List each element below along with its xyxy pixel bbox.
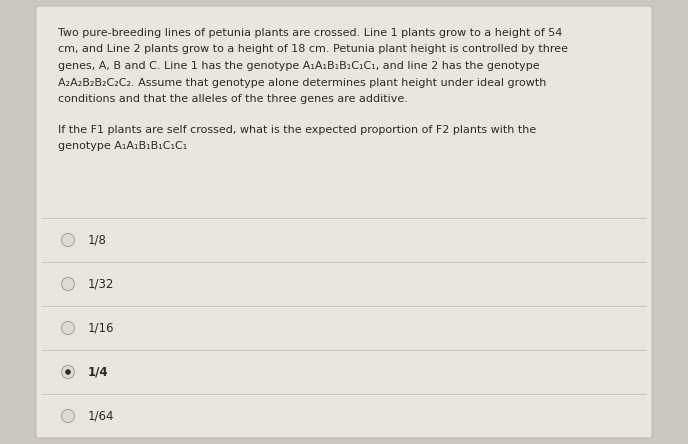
Text: genotype A₁A₁B₁B₁C₁C₁: genotype A₁A₁B₁B₁C₁C₁ — [58, 141, 187, 151]
Text: 1/8: 1/8 — [88, 234, 107, 246]
Text: 1/32: 1/32 — [88, 278, 114, 290]
Text: A₂A₂B₂B₂C₂C₂. Assume that genotype alone determines plant height under ideal gro: A₂A₂B₂B₂C₂C₂. Assume that genotype alone… — [58, 78, 546, 87]
Text: 1/64: 1/64 — [88, 409, 114, 423]
Text: Two pure-breeding lines of petunia plants are crossed. Line 1 plants grow to a h: Two pure-breeding lines of petunia plant… — [58, 28, 562, 38]
Circle shape — [61, 278, 74, 290]
Text: 1/4: 1/4 — [88, 365, 109, 378]
Text: conditions and that the alleles of the three genes are additive.: conditions and that the alleles of the t… — [58, 94, 408, 104]
Text: cm, and Line 2 plants grow to a height of 18 cm. Petunia plant height is control: cm, and Line 2 plants grow to a height o… — [58, 44, 568, 55]
Text: 1/16: 1/16 — [88, 321, 114, 334]
Text: genes, A, B and C. Line 1 has the genotype A₁A₁B₁B₁C₁C₁, and line 2 has the geno: genes, A, B and C. Line 1 has the genoty… — [58, 61, 539, 71]
Circle shape — [61, 365, 74, 378]
Circle shape — [61, 321, 74, 334]
Circle shape — [61, 234, 74, 246]
Circle shape — [61, 409, 74, 423]
Text: If the F1 plants are self crossed, what is the expected proportion of F2 plants : If the F1 plants are self crossed, what … — [58, 124, 536, 135]
FancyBboxPatch shape — [36, 6, 652, 438]
Circle shape — [65, 369, 71, 375]
